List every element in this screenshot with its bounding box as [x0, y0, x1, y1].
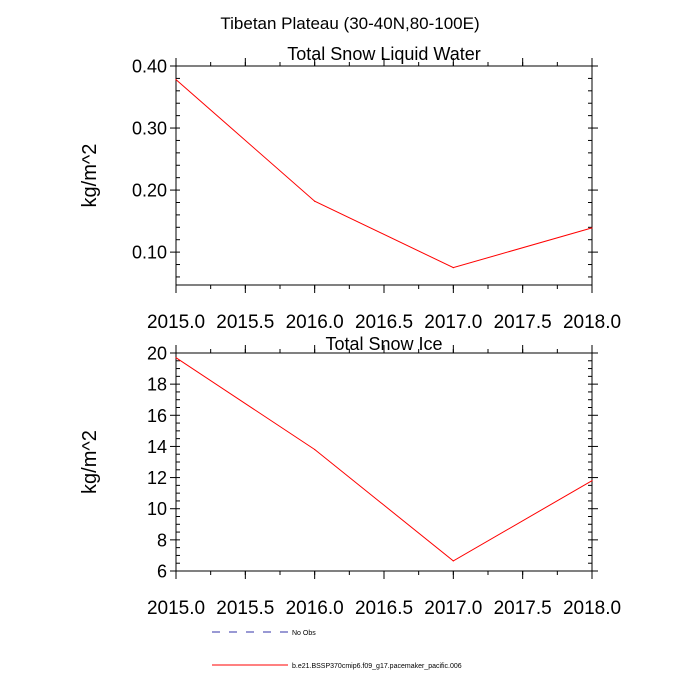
plot-frame [175, 352, 593, 572]
x-tick-label: 2016.0 [286, 598, 344, 619]
x-tick-label: 2016.0 [286, 312, 344, 333]
data-point [452, 560, 454, 562]
x-tick-label: 2015.5 [216, 598, 274, 619]
figure-title: Tibetan Plateau (30-40N,80-100E) [220, 14, 479, 33]
chart-title: Total Snow Ice [325, 334, 442, 354]
y-tick-label: 0.10 [132, 243, 167, 263]
plots: Total Snow Liquid Water kg/m^2 0.10 0.20 0.3… [79, 44, 621, 619]
x-tick-label: 2015.5 [216, 312, 274, 333]
series-line [175, 357, 593, 562]
x-tick-label: 2018.0 [563, 312, 621, 333]
x-tick-label: 2017.5 [494, 312, 552, 333]
data-point [175, 79, 177, 81]
x-tick-label: 2017.0 [424, 312, 482, 333]
y-axis-label: kg/m^2 [79, 144, 101, 208]
y-tick-label: 14 [147, 437, 167, 457]
y-tick-label: 0.30 [132, 119, 167, 139]
y-tick-label: 10 [147, 499, 167, 519]
y-tick-label: 8 [157, 530, 167, 550]
chart-panel-2: Total Snow Ice kg/m^2 6 8 10 12 14 16 18 20 2015.0… [79, 334, 621, 619]
series-line [175, 79, 593, 269]
legend: No Obs b.e21.BSSP370cmip6.f09_g17.pacemak… [212, 630, 462, 670]
y-axis-label: kg/m^2 [79, 430, 101, 494]
legend-label-1: No Obs [292, 630, 316, 637]
chart-title: Total Snow Liquid Water [287, 44, 480, 64]
plot-frame [175, 65, 593, 286]
y-tick-label: 12 [147, 468, 167, 488]
x-tick-label: 2015.0 [147, 312, 205, 333]
x-tick-label: 2017.5 [494, 598, 552, 619]
data-point [591, 480, 593, 482]
y-tick-label: 0.40 [132, 57, 167, 77]
data-point [591, 227, 593, 229]
x-tick-label: 2015.0 [147, 598, 205, 619]
x-tick-label: 2016.5 [355, 598, 413, 619]
x-tick-label: 2016.5 [355, 312, 413, 333]
legend-label-2: b.e21.BSSP370cmip6.f09_g17.pacemaker_pac… [292, 663, 462, 670]
data-point [314, 448, 316, 451]
y-tick-label: 20 [147, 344, 167, 364]
data-point [452, 267, 454, 269]
data-point [314, 200, 316, 202]
chart-panel-1: Total Snow Liquid Water kg/m^2 0.10 0.20 0.3… [79, 44, 621, 333]
y-tick-label: 16 [147, 406, 167, 426]
y-tick-label: 6 [157, 562, 167, 582]
y-tick-label: 0.20 [132, 181, 167, 201]
x-tick-label: 2017.0 [424, 598, 482, 619]
y-tick-label: 18 [147, 375, 167, 395]
x-tick-label: 2018.0 [563, 598, 621, 619]
data-point [175, 357, 177, 359]
